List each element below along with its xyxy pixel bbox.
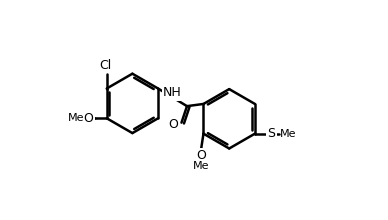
Text: NH: NH — [163, 86, 182, 99]
Text: Me: Me — [193, 161, 210, 171]
Text: Cl: Cl — [99, 59, 112, 72]
Text: O: O — [83, 112, 94, 125]
Text: S: S — [267, 127, 275, 140]
Text: O: O — [168, 118, 178, 131]
Text: O: O — [196, 149, 206, 162]
Text: Me: Me — [280, 129, 296, 139]
Text: Me: Me — [68, 113, 84, 123]
